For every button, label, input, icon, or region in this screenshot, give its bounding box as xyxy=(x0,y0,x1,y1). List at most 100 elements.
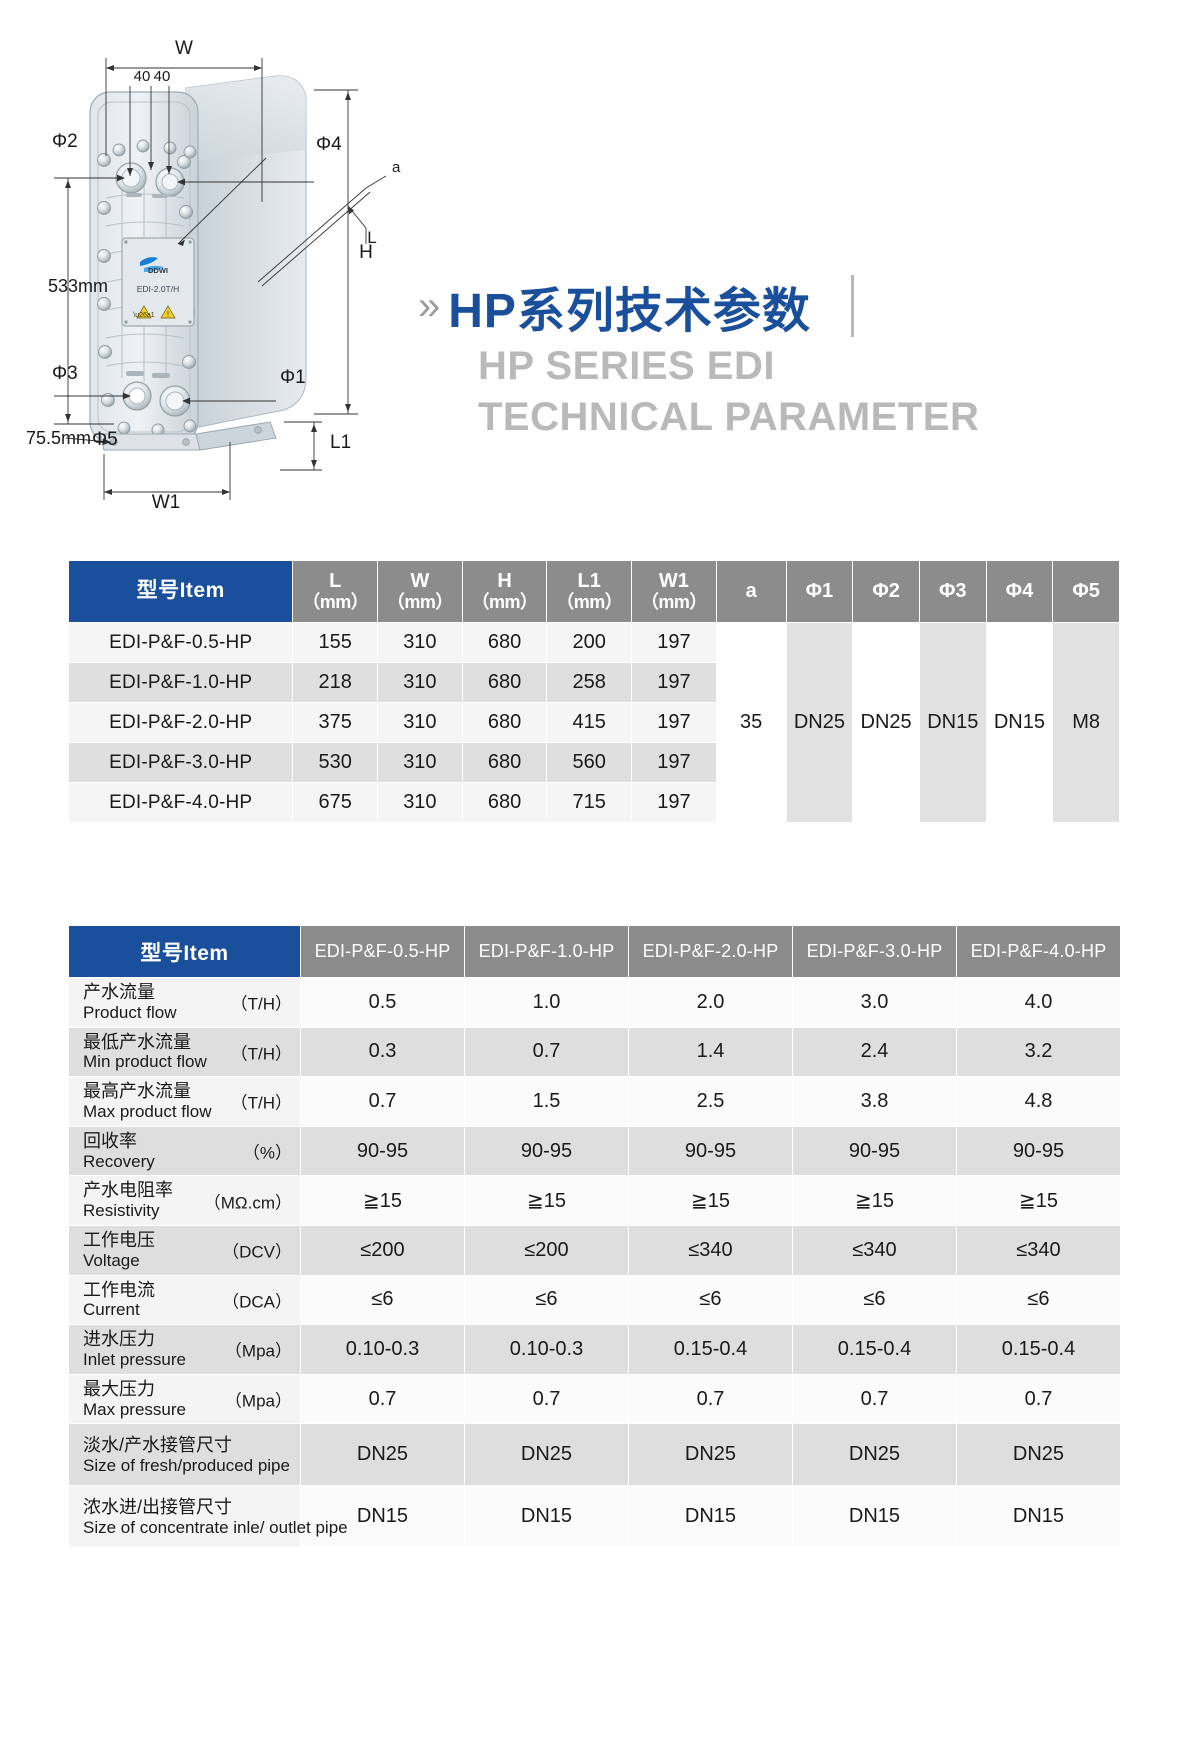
parameter-label-en: Size of concentrate inle/ outlet pipe xyxy=(83,1517,348,1537)
parameter-value-cell: ≤6 xyxy=(628,1274,793,1326)
parameter-value-cell: DN25 xyxy=(792,1423,957,1487)
parameter-unit: （DCA） xyxy=(222,1292,292,1312)
table-row: 浓水进/出接管尺寸 Size of concentrate inle/ outle… xyxy=(68,1485,1121,1549)
label-phi3: Φ3 xyxy=(52,363,78,384)
header-model-2: EDI-P&F-2.0-HP xyxy=(628,925,793,978)
label-533mm: 533mm xyxy=(48,276,108,296)
cell-phi3-merged: DN15 xyxy=(918,622,987,823)
parameter-value-cell: DN25 xyxy=(300,1423,465,1487)
table-row: EDI-P&F-3.0-HP 530 310 680 560 197 xyxy=(67,742,1120,783)
parameter-label-cell: 工作电流 Current （DCA） xyxy=(68,1274,301,1326)
table-row: 最高产水流量 Max product flow （T/H） 0.7 1.5 2.5 3.8 4… xyxy=(68,1076,1121,1127)
header-L-label: L xyxy=(329,569,342,592)
parameter-value-cell: ≤340 xyxy=(628,1224,793,1276)
parameter-label-lines: 产水电阻率 Resistivity xyxy=(83,1180,173,1221)
parameter-value-cell: DN25 xyxy=(628,1423,793,1487)
dimensions-table-container: 型号Item L （mm） W （mm） H （mm） L1 xyxy=(67,560,1120,823)
parameters-table-body: 产水流量 Product flow （T/H） 0.5 1.0 2.0 3.0 4.0 最低产水… xyxy=(68,977,1121,1549)
parameter-value-cell: DN25 xyxy=(956,1423,1121,1487)
parameter-label-en: Resistivity xyxy=(83,1201,160,1221)
cell-H: 680 xyxy=(461,742,548,783)
parameter-label-cell: 产水电阻率 Resistivity （MΩ.cm） xyxy=(68,1175,301,1226)
header-item: 型号Item xyxy=(68,925,301,978)
cell-model: EDI-P&F-1.0-HP xyxy=(67,662,294,703)
header-model-0: EDI-P&F-0.5-HP xyxy=(300,925,465,978)
parameter-value-cell: 0.3 xyxy=(300,1026,465,1078)
label-L: L xyxy=(367,228,376,247)
parameter-label-lines: 浓水进/出接管尺寸 Size of concentrate inle/ outle… xyxy=(83,1497,348,1537)
cell-L1: 415 xyxy=(546,702,633,743)
parameter-value-cell: 90-95 xyxy=(628,1125,793,1177)
cell-model: EDI-P&F-0.5-HP xyxy=(67,622,294,663)
table-row: 进水压力 Inlet pressure （Mpa） 0.10-0.3 0.10-0.3 0… xyxy=(68,1324,1121,1375)
parameter-value-cell: DN15 xyxy=(792,1485,957,1549)
parameter-label-cell: 最大压力 Max pressure （Mpa） xyxy=(68,1373,301,1425)
parameter-label-en: Voltage xyxy=(83,1250,140,1270)
parameter-value-cell: 0.10-0.3 xyxy=(464,1324,629,1375)
header-model-1: EDI-P&F-1.0-HP xyxy=(464,925,629,978)
label-40-left: 40 xyxy=(134,68,151,85)
parameter-label-cn: 最大压力 xyxy=(83,1378,155,1399)
cell-phi4-merged: DN15 xyxy=(985,622,1054,823)
cell-model: EDI-P&F-3.0-HP xyxy=(67,742,294,783)
parameter-value-cell: 3.8 xyxy=(792,1076,957,1127)
parameter-value-cell: 0.7 xyxy=(628,1373,793,1425)
ddwi-logo-icon xyxy=(140,257,158,266)
parameters-table-container: 型号Item EDI-P&F-0.5-HP EDI-P&F-1.0-HP EDI… xyxy=(68,925,1121,1549)
cell-model: EDI-P&F-4.0-HP xyxy=(67,782,294,823)
cell-phi5-merged: M8 xyxy=(1052,622,1120,823)
parameter-label-en: Max product flow xyxy=(83,1102,212,1122)
cell-W1: 197 xyxy=(631,662,717,703)
header-phi4: Φ4 xyxy=(985,560,1054,623)
parameter-value-cell: 0.7 xyxy=(464,1373,629,1425)
label-a: a xyxy=(392,159,401,176)
parameter-label-lines: 回收率 Recovery xyxy=(83,1131,155,1172)
parameter-value-cell: 0.10-0.3 xyxy=(300,1324,465,1375)
table-row: 最低产水流量 Min product flow （T/H） 0.3 0.7 1.4 2.4 3… xyxy=(68,1026,1121,1078)
table-row: EDI-P&F-1.0-HP 218 310 680 258 197 xyxy=(67,662,1120,703)
dimension-labels: W 40 40 Φ2 Φ4 a L H H 533mm Φ3 Φ1 75.5mm… xyxy=(26,38,401,510)
parameter-value-cell: 0.15-0.4 xyxy=(628,1324,793,1375)
page-subtitle-line2: TECHNICAL PARAMETER xyxy=(478,395,980,440)
header-W-unit: （mm） xyxy=(386,591,454,612)
port-phi3-bore xyxy=(128,387,146,405)
junction-box: DDWI EDI-2.0T/H \u26a1 ! xyxy=(121,237,195,327)
parameter-label-en: Min product flow xyxy=(83,1052,207,1072)
table-row: 回收率 Recovery （%） 90-95 90-95 90-95 90-95 90-95 xyxy=(68,1125,1121,1177)
parameter-label-en: Max pressure xyxy=(83,1399,186,1419)
parameter-unit: （T/H） xyxy=(230,994,292,1014)
parameter-value-cell: 0.7 xyxy=(792,1373,957,1425)
ddwi-brand-text: DDWI xyxy=(148,266,168,275)
parameter-value-cell: ≤200 xyxy=(300,1224,465,1276)
label-H-main: H xyxy=(359,242,373,263)
cell-W: 310 xyxy=(377,662,463,703)
parameter-label-lines: 最大压力 Max pressure xyxy=(83,1379,186,1420)
parameter-label-cell: 最高产水流量 Max product flow （T/H） xyxy=(68,1076,301,1127)
parameter-label-cn: 产水电阻率 xyxy=(83,1180,173,1201)
parameter-value-cell: 0.7 xyxy=(300,1076,465,1127)
header-L: L （mm） xyxy=(292,560,379,623)
parameters-table: 型号Item EDI-P&F-0.5-HP EDI-P&F-1.0-HP EDI… xyxy=(68,925,1121,1549)
parameter-label-en: Inlet pressure xyxy=(83,1350,186,1370)
parameter-label-cn: 工作电压 xyxy=(83,1229,155,1250)
table-row: EDI-P&F-2.0-HP 375 310 680 415 197 xyxy=(67,702,1120,743)
parameter-value-cell: DN15 xyxy=(956,1485,1121,1549)
table-row: 最大压力 Max pressure （Mpa） 0.7 0.7 0.7 0.7 0.7 xyxy=(68,1373,1121,1425)
header-phi1: Φ1 xyxy=(785,560,854,623)
warning-caution-icon xyxy=(160,305,176,319)
parameter-label-en: Recovery xyxy=(83,1151,155,1171)
parameter-label-lines: 淡水/产水接管尺寸 Size of fresh/produced pipe xyxy=(83,1435,290,1475)
parameter-label-cell: 产水流量 Product flow （T/H） xyxy=(68,977,301,1028)
svg-text:!: ! xyxy=(167,310,169,319)
parameter-value-cell: ≧15 xyxy=(300,1175,465,1226)
parameter-value-cell: ≤6 xyxy=(956,1274,1121,1326)
parameter-label-cell: 淡水/产水接管尺寸 Size of fresh/produced pipe xyxy=(68,1423,301,1487)
parameter-value-cell: ≤340 xyxy=(792,1224,957,1276)
header-H: H （mm） xyxy=(461,560,548,623)
vent-slots xyxy=(126,193,170,378)
header-W: W （mm） xyxy=(377,560,463,623)
header-item: 型号Item xyxy=(67,560,294,623)
table-row: 产水电阻率 Resistivity （MΩ.cm） ≧15 ≧15 ≧15 ≧15 ≧15 xyxy=(68,1175,1121,1226)
parameter-unit: （DCV） xyxy=(222,1242,292,1262)
